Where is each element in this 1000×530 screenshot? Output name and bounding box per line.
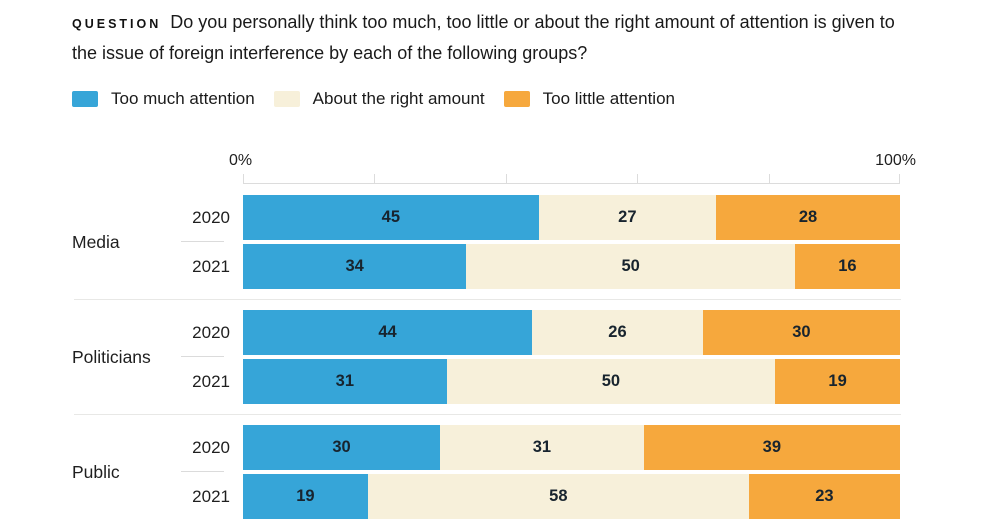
- legend-swatch-about-right: [273, 91, 300, 107]
- x-axis-tick-20: [374, 174, 376, 183]
- legend-item-too-much: Too much attention: [72, 89, 255, 109]
- year-divider: [181, 356, 224, 357]
- legend-label-too-little: Too little attention: [542, 89, 675, 108]
- bar-row-politicians-2020: 44 26 30: [243, 310, 900, 355]
- year-label-public-2020: 2020: [192, 438, 230, 457]
- value-label: 31: [335, 372, 354, 390]
- group-label-politicians: Politicians: [72, 347, 151, 367]
- value-label: 34: [345, 257, 364, 275]
- bar-segment-too-little: 23: [748, 474, 900, 519]
- bar-row-public-2021: 19 58 23: [243, 474, 900, 519]
- bar-segment-too-much: 44: [243, 310, 533, 355]
- group-separator: [74, 414, 901, 415]
- bar-segment-about-right: 31: [440, 425, 644, 470]
- value-label: 44: [378, 323, 397, 341]
- bar-row-public-2020: 30 31 39: [243, 425, 900, 470]
- value-label: 58: [549, 487, 568, 505]
- value-label: 23: [815, 487, 834, 505]
- chart-legend: Too much attention About the right amount…: [72, 89, 694, 109]
- bar-segment-about-right: 50: [466, 244, 795, 289]
- x-axis-tick-100: [899, 174, 900, 183]
- value-label: 31: [532, 438, 552, 456]
- legend-item-too-little: Too little attention: [503, 89, 675, 109]
- value-label: 28: [798, 208, 818, 226]
- legend-label-about-right: About the right amount: [312, 89, 485, 108]
- legend-label-too-much: Too much attention: [111, 89, 255, 108]
- x-axis-tick-60: [637, 174, 639, 183]
- year-divider: [181, 241, 224, 242]
- bar-segment-too-little: 39: [643, 425, 900, 470]
- bar-segment-too-much: 30: [243, 425, 441, 470]
- value-label: 19: [296, 487, 315, 505]
- value-label: 19: [828, 372, 847, 390]
- bar-segment-too-little: 16: [794, 244, 900, 289]
- bar-segment-too-little: 30: [702, 310, 900, 355]
- bar-segment-about-right: 50: [446, 359, 776, 404]
- year-label-media-2020: 2020: [192, 208, 230, 227]
- value-label: 45: [381, 208, 400, 226]
- question-text: Do you personally think too much, too li…: [72, 12, 895, 63]
- bar-segment-about-right: 27: [538, 195, 717, 240]
- year-label-public-2021: 2021: [192, 487, 230, 506]
- value-label: 30: [792, 323, 811, 341]
- bar-segment-too-little: 19: [775, 359, 900, 404]
- x-axis-line: [243, 174, 900, 184]
- group-separator: [74, 299, 901, 300]
- bar-segment-too-much: 45: [243, 195, 539, 240]
- year-divider: [181, 471, 224, 472]
- bar-segment-too-much: 31: [243, 359, 447, 404]
- x-axis-tick-80: [768, 174, 770, 183]
- year-label-media-2021: 2021: [192, 257, 230, 276]
- bar-row-media-2020: 45 27 28: [243, 195, 900, 240]
- bar-segment-too-much: 34: [243, 244, 467, 289]
- year-label-politicians-2020: 2020: [192, 323, 230, 342]
- bar-segment-about-right: 58: [367, 474, 749, 519]
- x-axis-tick-0: [243, 174, 244, 183]
- value-label: 50: [621, 257, 640, 275]
- value-label: 50: [601, 372, 621, 390]
- year-label-politicians-2021: 2021: [192, 372, 230, 391]
- bar-row-media-2021: 34 50 16: [243, 244, 900, 289]
- value-label: 30: [332, 438, 351, 456]
- legend-swatch-too-little: [503, 91, 530, 107]
- bar-segment-too-little: 28: [716, 195, 900, 240]
- bar-segment-too-much: 19: [243, 474, 368, 519]
- value-label: 16: [838, 257, 857, 275]
- x-axis-min-label: 0%: [229, 152, 253, 169]
- legend-swatch-too-much: [72, 91, 98, 107]
- group-label-media: Media: [72, 232, 120, 252]
- value-label: 27: [618, 208, 637, 226]
- question-kicker: QUESTION: [72, 17, 162, 31]
- x-axis-tick-40: [505, 174, 507, 183]
- group-label-public: Public: [72, 462, 120, 482]
- bar-row-politicians-2021: 31 50 19: [243, 359, 900, 404]
- x-axis-max-label: 100%: [875, 152, 916, 169]
- bar-segment-about-right: 26: [532, 310, 703, 355]
- legend-item-about-right: About the right amount: [273, 89, 485, 109]
- question-block: QUESTION Do you personally think too much…: [72, 8, 907, 67]
- value-label: 26: [608, 323, 627, 341]
- value-label: 39: [762, 438, 782, 456]
